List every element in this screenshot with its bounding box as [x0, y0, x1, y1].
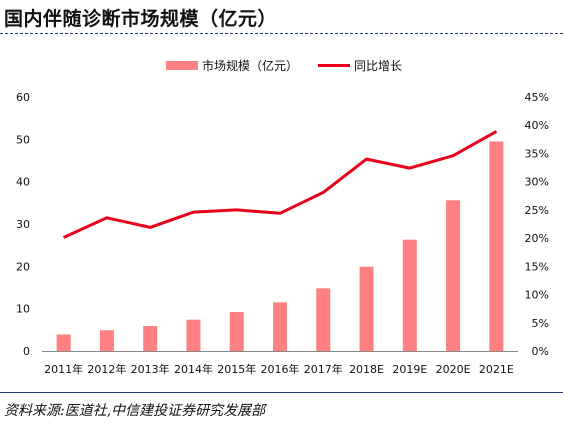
- bar-2013年: [143, 326, 158, 351]
- bar-2012年: [99, 330, 114, 351]
- right-axis-ticks: 0% 5% 10% 15% 20% 25% 30% 35% 40% 45%: [525, 91, 549, 358]
- left-tick-label: 40: [16, 176, 30, 189]
- right-tick-label: 20%: [525, 232, 549, 245]
- x-tick-label: 2012年: [87, 362, 126, 376]
- x-tick-label: 2015年: [217, 362, 256, 376]
- x-axis-ticks: 2011年 2012年 2013年 2014年 2015年 2016年 2017年 2018E…: [44, 362, 514, 376]
- left-tick-label: 50: [16, 133, 30, 146]
- x-tick-label: 2014年: [174, 362, 213, 376]
- growth-line: [62, 130, 498, 239]
- market-size-chart: 市场规模（亿元） 同比增长 0 10 20 30 40 50 60 0% 5% 10% 15% 20…: [16, 58, 549, 376]
- right-tick-label: 15%: [525, 260, 549, 273]
- right-tick-label: 35%: [525, 147, 549, 160]
- bar-2017年: [316, 288, 331, 351]
- chart-legend: 市场规模（亿元） 同比增长: [166, 58, 402, 73]
- left-tick-label: 20: [16, 260, 30, 273]
- x-tick-label: 2019E: [392, 363, 427, 376]
- right-tick-label: 45%: [525, 91, 549, 104]
- left-tick-label: 10: [16, 303, 30, 316]
- left-tick-label: 60: [16, 91, 30, 104]
- bar-2014年: [186, 319, 201, 351]
- x-tick-label: 2021E: [479, 363, 514, 376]
- bar-series: [56, 141, 504, 351]
- chart-title: 国内伴随诊断市场规模（亿元）: [4, 8, 278, 30]
- x-tick-label: 2013年: [131, 362, 170, 376]
- footer-divider: [0, 392, 563, 393]
- right-tick-label: 30%: [525, 176, 549, 189]
- bar-2021E: [489, 141, 504, 351]
- right-tick-label: 5%: [532, 317, 549, 330]
- x-tick-label: 2017年: [304, 362, 343, 376]
- left-tick-label: 0: [23, 345, 30, 358]
- right-tick-label: 10%: [525, 289, 549, 302]
- x-tick-label: 2016年: [261, 362, 300, 376]
- growth-line-series: [62, 130, 498, 239]
- bar-2011年: [56, 334, 71, 351]
- left-axis-ticks: 0 10 20 30 40 50 60: [16, 91, 30, 358]
- x-tick-label: 2011年: [44, 362, 83, 376]
- right-tick-label: 25%: [525, 204, 549, 217]
- bar-2016年: [273, 302, 287, 351]
- bar-2018E: [359, 266, 374, 351]
- legend-bar-swatch: [166, 61, 198, 70]
- x-tick-label: 2020E: [436, 363, 471, 376]
- legend-line-label: 同比增长: [354, 59, 402, 73]
- left-tick-label: 30: [16, 218, 30, 231]
- bar-2015年: [229, 312, 244, 351]
- bar-2020E: [446, 200, 461, 351]
- bar-2019E: [402, 239, 417, 351]
- x-tick-label: 2018E: [349, 363, 384, 376]
- legend-bar-label: 市场规模（亿元）: [202, 58, 298, 73]
- title-divider: [0, 33, 563, 34]
- source-note: 资料来源:医道社,中信建投证券研究发展部: [4, 403, 266, 419]
- right-tick-label: 0%: [532, 345, 549, 358]
- right-tick-label: 40%: [525, 119, 549, 132]
